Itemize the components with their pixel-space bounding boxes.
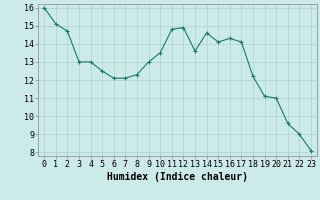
- X-axis label: Humidex (Indice chaleur): Humidex (Indice chaleur): [107, 172, 248, 182]
